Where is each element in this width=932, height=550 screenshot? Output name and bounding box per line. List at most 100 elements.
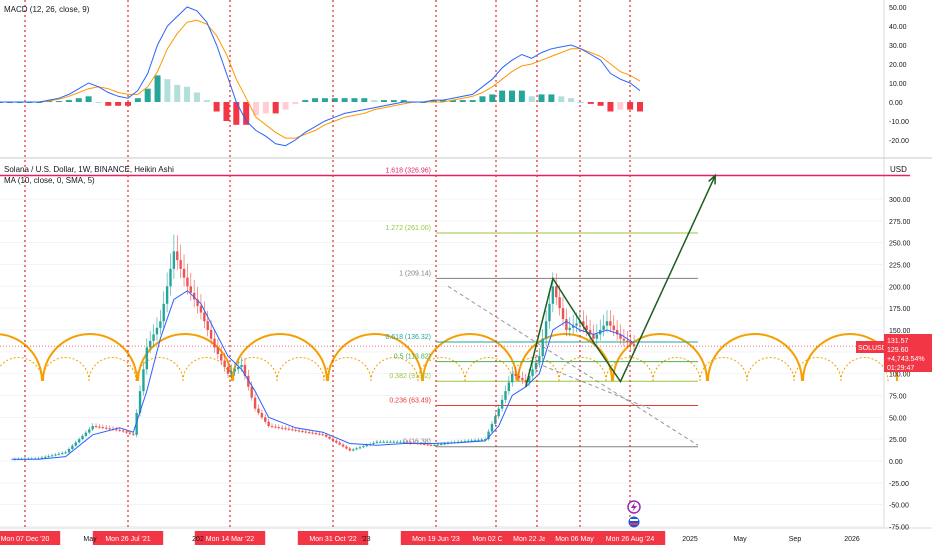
macd-histogram-bar [361, 98, 368, 102]
price-tick-label: 275.00 [889, 219, 911, 226]
macd-histogram-bar [272, 102, 279, 114]
candle-body [108, 428, 111, 430]
candle-body [588, 330, 592, 335]
candle-body [331, 438, 335, 441]
macd-histogram-bar [371, 100, 378, 102]
price-value: 131.57 [887, 338, 909, 345]
date-tag: Mon 26 Jul '21 [105, 536, 150, 543]
macd-line [0, 6, 641, 147]
flag-stripe [630, 519, 638, 521]
cycle-arc [517, 333, 613, 382]
candle-body [159, 321, 162, 328]
time-tick-label: Sep [789, 536, 802, 543]
candle-body [121, 430, 125, 432]
plot-background [0, 0, 884, 550]
candle-body [169, 268, 172, 287]
macd-histogram-bar [607, 102, 614, 112]
macd-histogram-bar [400, 100, 407, 102]
candle-body [257, 408, 260, 413]
fib-label: 1.618 (326.96) [385, 167, 431, 174]
us-flag-icon[interactable] [627, 515, 641, 529]
macd-histogram-bar [75, 98, 82, 102]
candle-body [132, 433, 135, 435]
candle-body [514, 373, 517, 376]
macd-signal-line [0, 19, 641, 139]
candle-body [67, 448, 71, 453]
candle-body [328, 436, 331, 439]
candle-body [406, 441, 409, 443]
macd-histogram-bar [341, 98, 348, 102]
candle-body [470, 440, 473, 442]
macd-histogram-bar [321, 98, 328, 102]
price-tick-label: -50.00 [889, 503, 909, 510]
macd-histogram-bar [85, 96, 92, 102]
date-tag-bg [400, 531, 472, 545]
macd-histogram-bar [617, 102, 624, 110]
fib-label: 0.382 (91.32) [389, 373, 431, 380]
cycle-arc [422, 333, 518, 382]
macd-tick-label: 50.00 [889, 5, 907, 12]
date-tag-bg [194, 531, 266, 545]
macd-tick-label: -10.00 [889, 119, 909, 126]
trendline [447, 285, 699, 446]
date-tag-bg [0, 531, 61, 545]
price-box: SOLUSD 131.57 129.60 +4,743.54% 01:29:47 [856, 334, 932, 372]
candle-body [236, 367, 240, 370]
price-tick-label: 150.00 [889, 328, 911, 335]
flag-stripe-red [630, 523, 638, 525]
candle-body [314, 433, 318, 435]
macd-histogram-bar [528, 96, 535, 102]
candle-body [531, 369, 534, 376]
candle-body [142, 369, 145, 392]
macd-histogram-bar [125, 102, 131, 106]
candle-body [578, 321, 582, 324]
half-cycle-arc [417, 357, 466, 382]
candle-body [267, 421, 270, 427]
macd-histogram-bar [430, 100, 437, 102]
macd-histogram-bar [312, 98, 319, 102]
macd-histogram-bar [243, 102, 250, 125]
macd-histogram-bar [233, 102, 240, 125]
candle-body [396, 441, 399, 443]
candle-body [324, 434, 328, 437]
candle-body [88, 429, 91, 433]
cycle-arcs [0, 333, 898, 382]
date-tag: Mon 02 Oct '23 [472, 536, 519, 543]
macd-histogram-bar [509, 90, 515, 102]
candle-body [284, 428, 287, 430]
candle-body [609, 321, 612, 326]
candle-body [294, 429, 297, 431]
half-cycle-arc [323, 357, 372, 382]
candle-body [274, 426, 277, 428]
date-tag: Mon 06 May '24 [555, 536, 605, 543]
candle-body [206, 321, 209, 330]
half-cycle-arc [276, 357, 325, 382]
candle-body [392, 441, 396, 443]
macd-histogram-bar [154, 75, 161, 102]
candle-body [436, 444, 440, 446]
candle-body [365, 445, 368, 447]
date-tag-bg [594, 531, 666, 545]
candle-body [541, 338, 544, 357]
candle-body [209, 330, 213, 339]
candle-body [527, 375, 531, 383]
cycle-arc [137, 333, 233, 382]
macd-histogram-bar [46, 101, 53, 103]
candle-body [565, 319, 568, 330]
candle-body [105, 427, 108, 429]
event-icons[interactable] [627, 500, 641, 529]
candle-body [629, 342, 632, 345]
macd-histogram-bar [499, 90, 506, 102]
candle-body [287, 428, 291, 430]
price-tick-label: 100.00 [889, 372, 911, 379]
candle-body [152, 334, 155, 341]
candle-body [318, 433, 321, 435]
time-tick-label: '23 [361, 536, 370, 543]
half-cycle-arc [182, 357, 231, 382]
fib-label: 1 (209.14) [399, 270, 431, 277]
price-tag-bg [884, 334, 932, 372]
price-value-2: 129.60 [887, 347, 909, 354]
macd-histogram-bar [115, 102, 122, 106]
candle-body [243, 364, 247, 376]
